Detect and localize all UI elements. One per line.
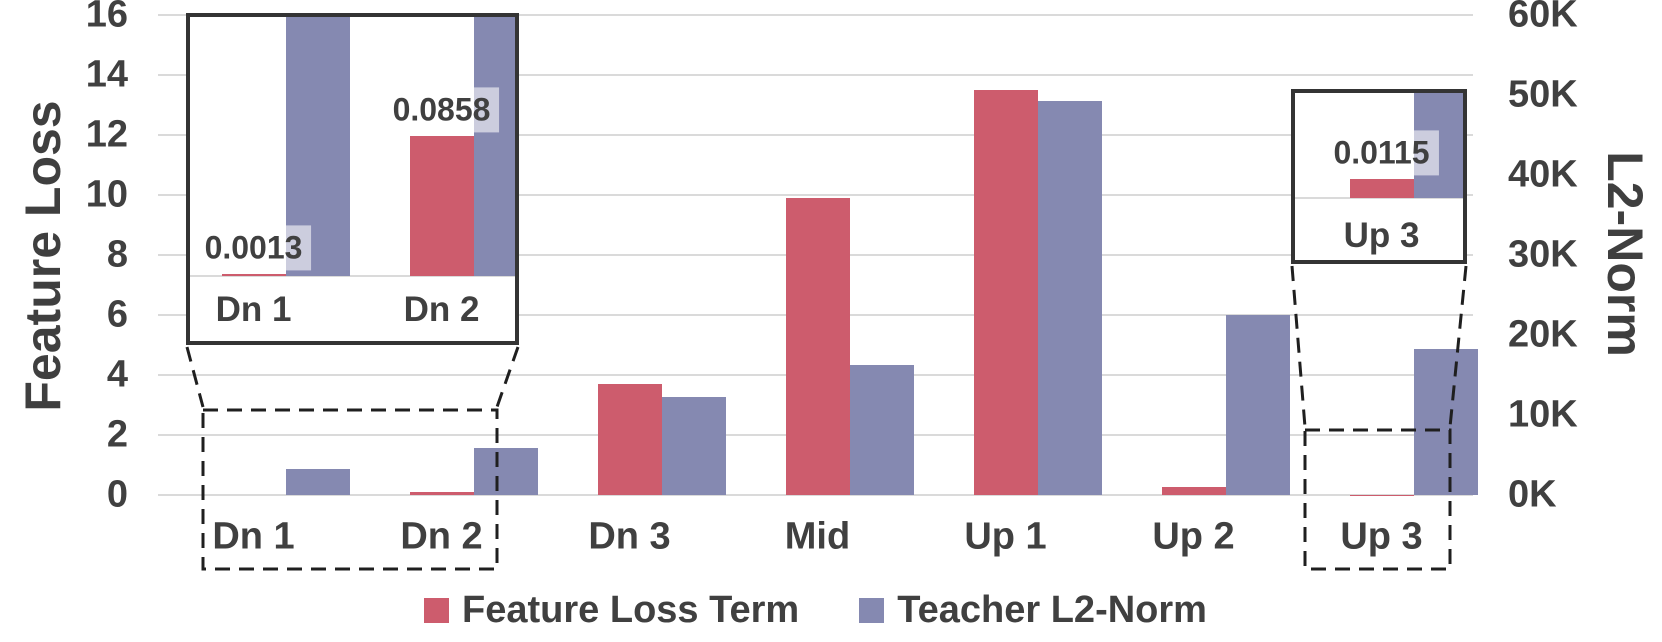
legend-label: Feature Loss Term [462,588,800,631]
feature-loss-bar [785,198,850,495]
left-axis-tick: 8 [106,233,128,276]
left-axis-tick: 12 [85,113,128,156]
right-axis-tick: 20K [1508,313,1578,356]
right-axis-tick: 50K [1508,73,1578,116]
gridline [158,194,1473,196]
inset-feature-loss-bar [1349,179,1414,198]
legend-item: Teacher L2-Norm [859,589,1207,632]
right-axis-tick: 40K [1508,153,1578,196]
inset-baseline [190,275,515,277]
inset-value-label: 0.0115 [1324,130,1439,176]
x-axis-label: Up 2 [1152,515,1235,558]
zoom-callout-line [495,346,520,408]
right-axis-tick: 0K [1508,473,1557,516]
inset-value-label: 0.0858 [383,87,500,133]
teacher-l2norm-bar [1413,349,1478,495]
teacher-l2norm-bar [1037,100,1102,495]
inset-feature-loss-bar [221,273,286,276]
inset-category-label: Dn 1 [215,290,292,329]
gridline [158,134,1473,136]
left-axis-tick: 2 [106,413,128,456]
teacher-l2norm-bar [473,447,538,495]
feature-loss-bar [409,492,474,495]
feature-loss-bar [1161,486,1226,495]
zoom-inset-up3: 0.0115 Up 3 [1291,89,1467,264]
inset-baseline [1295,197,1463,199]
right-axis-tick: 10K [1508,393,1578,436]
right-axis-tick: 30K [1508,233,1578,276]
left-axis-tick: 10 [85,173,128,216]
inset-teacher-l2norm-bar [473,17,515,276]
teacher-l2norm-bar [285,469,350,495]
right-axis-tick: 60K [1508,0,1578,36]
left-axis-tick: 6 [106,293,128,336]
feature-loss-bar [973,90,1038,495]
zoom-callout-line [1290,265,1307,428]
x-axis-label: Up 1 [964,515,1047,558]
inset-category-label: Dn 2 [403,290,480,329]
legend-swatch [424,597,450,623]
teacher-l2norm-bar [849,365,914,495]
left-axis-tick: 14 [85,53,128,96]
x-axis-label: Up 3 [1340,515,1423,558]
inset-feature-loss-bar [409,136,474,276]
right-axis-title: L2-Norm [1597,151,1653,357]
x-axis-label: Mid [784,515,851,558]
zoom-callout-line [185,346,205,408]
feature-loss-bar [597,384,662,495]
zoom-inset-dn1-dn2: 0.0013 Dn 1 0.0858 Dn 2 [186,13,519,345]
legend-item: Feature Loss Term [424,589,799,632]
gridline [158,14,1473,16]
left-axis-tick: 0 [106,473,128,516]
teacher-l2norm-bar [1225,315,1290,495]
x-axis-label: Dn 1 [212,515,295,558]
teacher-l2norm-bar [661,397,726,495]
inset-category-label: Up 3 [1343,216,1420,255]
x-axis-label: Dn 2 [400,515,483,558]
left-axis-tick: 4 [106,353,128,396]
gridline [158,74,1473,76]
legend: Feature Loss Term Teacher L2-Norm [158,589,1473,632]
legend-swatch [859,597,885,623]
left-axis-tick: 16 [85,0,128,36]
x-axis-label: Dn 3 [588,515,671,558]
gridline [158,494,1473,496]
legend-label: Teacher L2-Norm [897,588,1207,631]
inset-value-label: 0.0013 [195,225,312,271]
